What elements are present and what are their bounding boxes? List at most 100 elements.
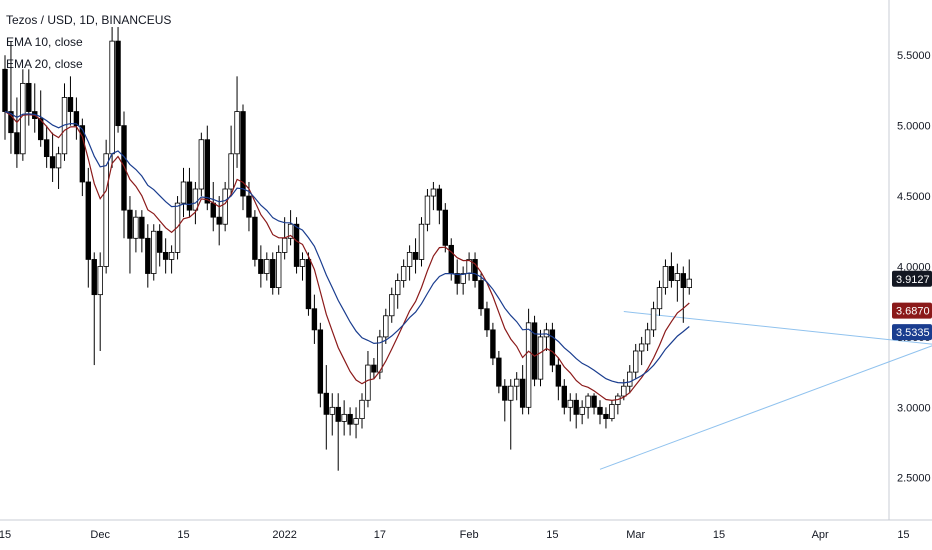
candle-body [686, 278, 692, 289]
candle-body [329, 406, 335, 415]
candle [502, 379, 508, 422]
candle [496, 350, 502, 394]
candle-body [287, 223, 294, 239]
candle [127, 196, 133, 274]
candle [204, 125, 210, 211]
candle-body [168, 251, 175, 260]
candle-body [412, 251, 419, 260]
candle-body [508, 385, 514, 401]
ema-lines [4, 110, 690, 402]
candle-body [371, 364, 377, 373]
candle-body [127, 209, 133, 239]
candle [67, 76, 74, 126]
candle-body [281, 237, 288, 253]
candle-body [97, 266, 103, 296]
candle-body [389, 294, 395, 317]
candle-body [400, 266, 407, 281]
candle [585, 393, 591, 419]
candle [442, 203, 448, 253]
candle [234, 76, 240, 168]
candle-body [115, 40, 121, 127]
candle-body [597, 406, 603, 415]
candle [627, 365, 633, 394]
candle [650, 301, 657, 337]
candle-body [365, 364, 371, 401]
ema10-legend[interactable]: EMA 10, close [6, 35, 83, 49]
candle [162, 238, 169, 274]
candle [222, 181, 228, 232]
candle [115, 27, 121, 133]
symbol-title[interactable]: Tezos / USD, 1D, BINANCEUS [6, 13, 172, 27]
time-axis[interactable]: 15Dec15202217Feb15Mar15Apr15May16 [0, 529, 932, 541]
candle [508, 379, 514, 450]
candle [400, 259, 407, 288]
x-tick-label: 15 [0, 529, 11, 541]
candle [305, 252, 312, 316]
candle-body [222, 188, 228, 225]
candle-body [567, 399, 573, 408]
candle [674, 263, 681, 302]
candle [216, 196, 222, 246]
price-tag-text: 3.5335 [896, 327, 930, 339]
candle-body [680, 273, 686, 289]
candle-body [240, 111, 246, 197]
candle-body [496, 357, 502, 387]
ema20-legend[interactable]: EMA 20, close [6, 57, 83, 71]
candle-body [151, 230, 157, 274]
candle-body [650, 308, 657, 331]
y-tick-label: 3.0000 [897, 402, 931, 414]
candle [198, 132, 205, 197]
candle-body [156, 230, 163, 253]
candle [484, 301, 490, 337]
candle-body [436, 188, 443, 211]
x-tick-label: 15 [177, 529, 189, 541]
candles[interactable] [2, 27, 692, 471]
candle [210, 181, 216, 232]
candle [228, 125, 234, 197]
candle-body [198, 139, 205, 190]
candle-body [442, 209, 448, 246]
candle-body [359, 399, 365, 419]
candle [246, 181, 252, 232]
candle [38, 90, 44, 147]
candle [258, 245, 264, 288]
candle-body [192, 188, 199, 211]
x-tick-label: 17 [374, 529, 386, 541]
candle [394, 273, 401, 309]
candle [323, 365, 329, 450]
candle-body [186, 181, 193, 211]
candle [85, 167, 91, 288]
x-tick-label: Dec [90, 529, 110, 541]
candle [603, 407, 609, 429]
trendlines[interactable] [599, 252, 932, 470]
candle-body [133, 216, 139, 239]
candle [79, 118, 86, 197]
candle [329, 393, 335, 436]
candle [73, 97, 80, 140]
x-tick-label: Apr [812, 529, 829, 541]
candle-body [20, 82, 26, 155]
candle-body [609, 404, 615, 419]
candle [615, 393, 621, 415]
candle-body [448, 244, 454, 274]
candle-body [621, 385, 627, 397]
x-tick-label: 15 [713, 529, 725, 541]
candle [454, 259, 460, 295]
candle [567, 393, 573, 422]
candle-body [549, 329, 556, 366]
candle-body [145, 237, 151, 274]
candle-body [418, 223, 425, 260]
price-tag-last-price: 3.9127 [892, 270, 932, 287]
candle [514, 372, 520, 401]
price-tag-bg [892, 302, 932, 319]
candle-body [347, 413, 353, 425]
candle [531, 315, 538, 387]
candle [519, 365, 526, 415]
price-axis[interactable]: 5.50005.00004.50004.00003.50003.00002.50… [897, 50, 931, 485]
candle-body [204, 139, 210, 204]
candle [61, 83, 68, 161]
candle [252, 210, 258, 267]
price-tag-bg [892, 324, 932, 341]
candle-body [121, 125, 127, 211]
